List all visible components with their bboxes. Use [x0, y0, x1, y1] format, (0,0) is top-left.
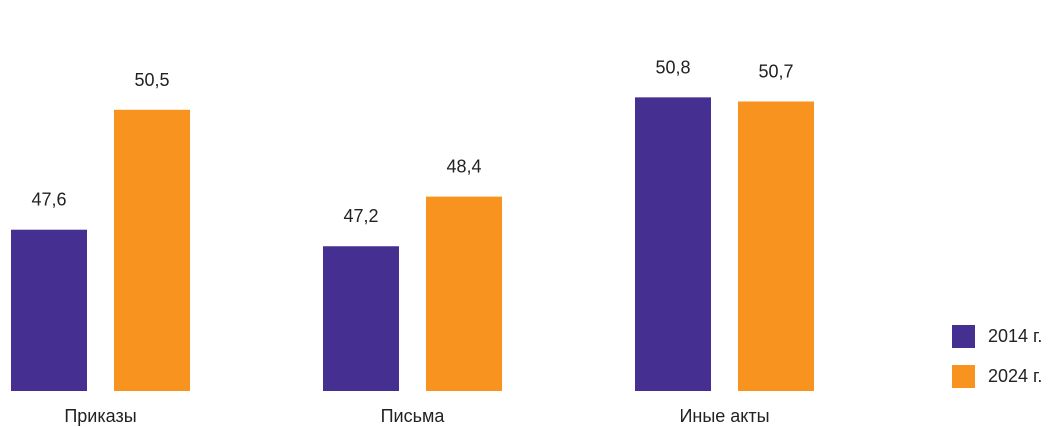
- legend-swatch-2014: [952, 324, 975, 348]
- bar-2024-г--cat-2: [738, 101, 814, 391]
- category-label-2: Иные акты: [679, 406, 769, 426]
- data-label-2014-г--cat-0: 47,6: [31, 190, 66, 210]
- legend-label-2014: 2014 г.: [988, 325, 1043, 346]
- data-label-2014-г--cat-2: 50,8: [655, 57, 690, 77]
- legend-item-2024: 2024 г.: [952, 363, 1042, 389]
- category-label-1: Письма: [381, 406, 446, 426]
- data-label-2024-г--cat-1: 48,4: [446, 157, 481, 177]
- bar-2014-г--cat-0: [11, 229, 87, 391]
- data-label-2014-г--cat-1: 47,2: [343, 206, 378, 226]
- data-label-2024-г--cat-0: 50,5: [134, 70, 169, 90]
- bar-2024-г--cat-1: [426, 196, 502, 391]
- bar-2024-г--cat-0: [114, 109, 190, 391]
- legend-item-2014: 2014 г.: [952, 323, 1042, 349]
- legend-swatch-2024: [952, 364, 975, 388]
- legend-label-2024: 2024 г.: [988, 365, 1043, 386]
- bar-2014-г--cat-1: [323, 246, 399, 391]
- data-label-2024-г--cat-2: 50,7: [758, 61, 793, 81]
- bar-2014-г--cat-2: [635, 97, 711, 391]
- category-label-0: Приказы: [64, 406, 136, 426]
- chart-legend: 2014 г. 2024 г.: [952, 323, 1042, 403]
